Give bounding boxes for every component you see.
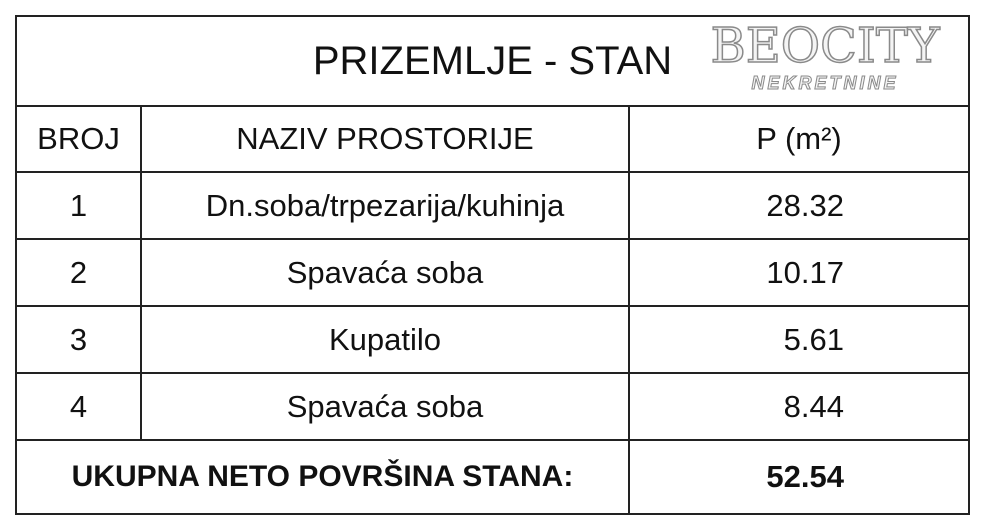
table-row: 4 Spavaća soba 8.44 — [15, 372, 970, 441]
room-area-table: PRIZEMLJE - STAN BROJ NAZIV PROSTORIJE P… — [15, 15, 970, 515]
header-room-name: NAZIV PROSTORIJE — [140, 105, 630, 173]
total-area: 52.54 — [628, 439, 970, 515]
row-number: 3 — [15, 305, 142, 374]
row-room-name: Dn.soba/trpezarija/kuhinja — [140, 171, 630, 240]
table-row: 2 Spavaća soba 10.17 — [15, 238, 970, 307]
row-number: 2 — [15, 238, 142, 307]
total-label: UKUPNA NETO POVRŠINA STANA: — [15, 439, 630, 515]
header-area: P (m²) — [628, 105, 970, 173]
table-title: PRIZEMLJE - STAN — [15, 15, 970, 107]
row-area: 5.61 — [628, 305, 970, 374]
row-area: 10.17 — [628, 238, 970, 307]
row-room-name: Spavaća soba — [140, 372, 630, 441]
header-number: BROJ — [15, 105, 142, 173]
header-row: BROJ NAZIV PROSTORIJE P (m²) — [15, 105, 970, 173]
row-room-name: Kupatilo — [140, 305, 630, 374]
row-area: 28.32 — [628, 171, 970, 240]
table-row: 3 Kupatilo 5.61 — [15, 305, 970, 374]
total-row: UKUPNA NETO POVRŠINA STANA: 52.54 — [15, 439, 970, 515]
row-area: 8.44 — [628, 372, 970, 441]
row-number: 4 — [15, 372, 142, 441]
row-room-name: Spavaća soba — [140, 238, 630, 307]
row-number: 1 — [15, 171, 142, 240]
table-row: 1 Dn.soba/trpezarija/kuhinja 28.32 — [15, 171, 970, 240]
